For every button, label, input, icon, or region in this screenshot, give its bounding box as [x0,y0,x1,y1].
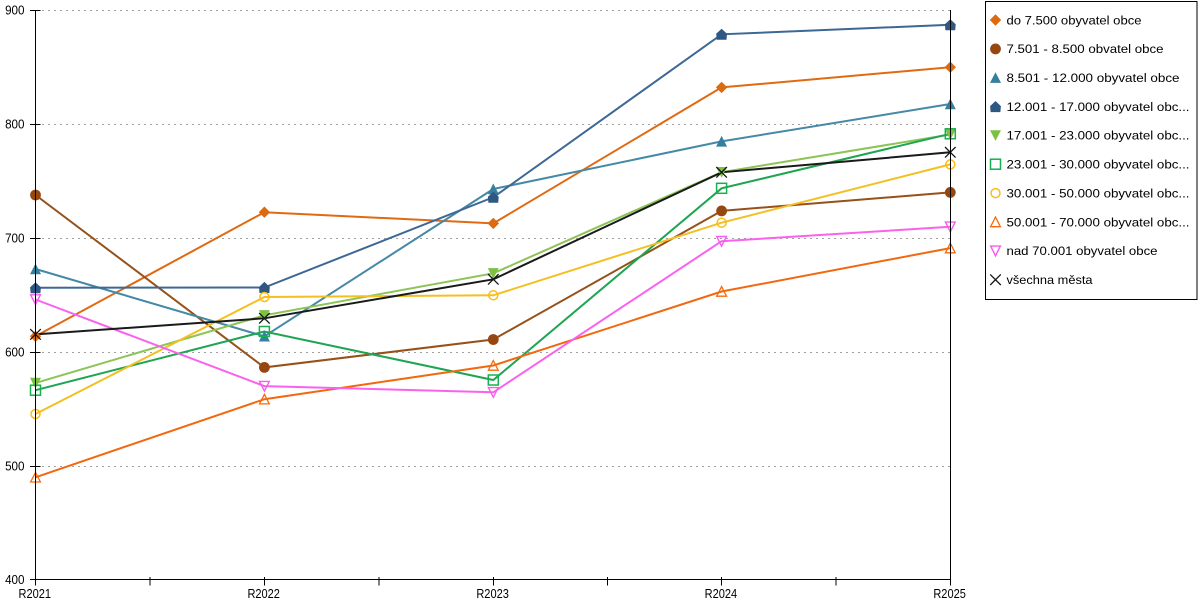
svg-text:600: 600 [5,346,24,360]
svg-text:do 7.500 obyvatel obce: do 7.500 obyvatel obce [1007,13,1142,27]
svg-text:700: 700 [5,232,24,246]
svg-text:R2024: R2024 [705,587,738,600]
svg-text:7.501 - 8.500 obvatel obce: 7.501 - 8.500 obvatel obce [1007,42,1164,56]
svg-text:900: 900 [5,3,24,17]
svg-text:nad 70.001 obyvatel obce: nad 70.001 obyvatel obce [1007,244,1158,258]
svg-text:50.001 - 70.000 obyvatel obc..: 50.001 - 70.000 obyvatel obc... [1007,215,1190,229]
svg-text:500: 500 [5,460,24,474]
svg-text:800: 800 [5,118,24,132]
svg-text:R2025: R2025 [933,587,966,600]
svg-text:R2021: R2021 [19,587,52,600]
svg-text:12.001 - 17.000 obyvatel obc..: 12.001 - 17.000 obyvatel obc... [1007,100,1190,114]
svg-text:R2022: R2022 [247,587,280,600]
svg-text:R2023: R2023 [476,587,509,600]
svg-text:8.501 - 12.000 obyvatel obce: 8.501 - 12.000 obyvatel obce [1007,71,1180,85]
svg-text:400: 400 [5,573,24,587]
svg-text:23.001 - 30.000 obyvatel obc..: 23.001 - 30.000 obyvatel obc... [1007,158,1190,172]
svg-text:30.001 - 50.000 obyvatel obc..: 30.001 - 50.000 obyvatel obc... [1007,186,1190,200]
svg-text:17.001 - 23.000 obyvatel obc..: 17.001 - 23.000 obyvatel obc... [1007,129,1190,143]
svg-text:všechna města: všechna města [1007,273,1093,287]
